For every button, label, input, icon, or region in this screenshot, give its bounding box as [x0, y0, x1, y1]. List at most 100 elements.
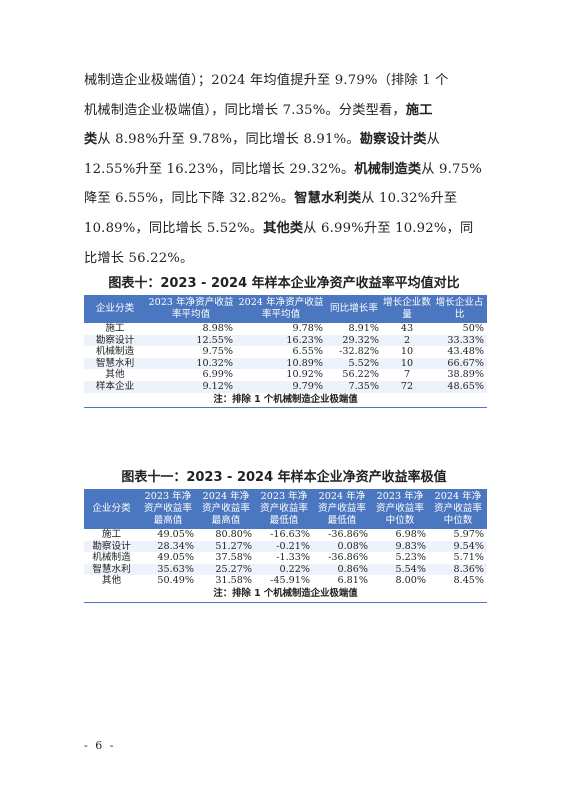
table-row: 其他 50.49% 31.58% -45.91% 6.81% 8.00% 8.45% — [84, 575, 487, 587]
table2-extreme-roe: 企业分类 2023 年净资产收益率最高值 2024 年净资产收益率最高值 2023 年… — [84, 489, 487, 603]
value-cell: 28.34% — [139, 540, 197, 553]
bold-term: 智慧水利类 — [294, 191, 362, 207]
page-number: - 6 - — [84, 739, 116, 752]
column-header: 增长企业数量 — [382, 295, 432, 323]
value-cell: 0.08% — [313, 540, 371, 553]
table-row: 勘察设计 12.55% 16.23% 29.32% 2 33.33% — [84, 334, 487, 347]
value-cell: 5.54% — [371, 563, 429, 576]
value-cell: 38.89% — [432, 369, 487, 381]
value-cell: 35.63% — [139, 563, 197, 576]
value-cell: 80.80% — [197, 529, 255, 541]
value-cell: -36.86% — [313, 552, 371, 564]
value-cell: 6.55% — [236, 346, 326, 358]
table-note-row: 注：排除 1 个机械制造企业极端值 — [84, 392, 487, 409]
column-header: 2023 年净资产收益率平均值 — [146, 295, 236, 323]
value-cell: 8.98% — [146, 323, 236, 335]
value-cell: 51.27% — [197, 540, 255, 553]
category-cell: 施工 — [84, 529, 139, 541]
value-cell: 31.58% — [197, 575, 255, 587]
category-cell: 智慧水利 — [84, 357, 146, 370]
table-row: 智慧水利 10.32% 10.89% 5.52% 10 66.67% — [84, 357, 487, 370]
table-row: 智慧水利 35.63% 25.27% 0.22% 0.86% 5.54% 8.36% — [84, 563, 487, 576]
column-header: 2024 年净资产收益率最低值 — [313, 489, 371, 529]
value-cell: 0.86% — [313, 563, 371, 576]
value-cell: 2 — [382, 334, 432, 347]
value-cell: -32.82% — [326, 346, 382, 358]
column-header: 企业分类 — [84, 489, 139, 529]
value-cell: 9.79% — [236, 380, 326, 393]
value-cell: 33.33% — [432, 334, 487, 347]
paragraph-line: 比增长 56.22%。 — [84, 250, 194, 266]
column-header: 同比增长率 — [326, 295, 382, 323]
value-cell: 12.55% — [146, 334, 236, 347]
value-cell: 7 — [382, 369, 432, 381]
value-cell: -1.33% — [255, 552, 313, 564]
paragraph-line: 降至 6.55%，同比下降 32.82%。智慧水利类从 10.32%升至 — [84, 191, 458, 207]
value-cell: 10 — [382, 357, 432, 370]
value-cell: 56.22% — [326, 369, 382, 381]
value-cell: 10.89% — [236, 357, 326, 370]
column-header: 2023 年净资产收益率最低值 — [255, 489, 313, 529]
table-row: 机械制造 9.75% 6.55% -32.82% 10 43.48% — [84, 346, 487, 358]
value-cell: 48.65% — [432, 380, 487, 393]
table-row: 施工 49.05% 80.80% -16.63% -36.86% 6.98% 5.97% — [84, 529, 487, 541]
value-cell: 6.99% — [146, 369, 236, 381]
value-cell: -16.63% — [255, 529, 313, 541]
value-cell: -0.21% — [255, 540, 313, 553]
table-row: 施工 8.98% 9.78% 8.91% 43 50% — [84, 323, 487, 335]
bold-term: 勘察设计类 — [359, 132, 427, 148]
table-note: 注：排除 1 个机械制造企业极端值 — [84, 586, 487, 603]
category-cell: 其他 — [84, 369, 146, 381]
table1-header-row: 企业分类 2023 年净资产收益率平均值 2024 年净资产收益率平均值 同比增长率增… — [84, 295, 487, 323]
value-cell: 50.49% — [139, 575, 197, 587]
table1-caption: 图表十：2023 - 2024 年样本企业净资产收益率平均值对比 — [108, 276, 460, 291]
value-cell: 9.12% — [146, 380, 236, 393]
value-cell: 43.48% — [432, 346, 487, 358]
value-cell: 5.23% — [371, 552, 429, 564]
value-cell: -36.86% — [313, 529, 371, 541]
paragraph-line: 类从 8.98%升至 9.78%，同比增长 8.91%。勘察设计类从 — [84, 132, 441, 148]
table-row: 其他 6.99% 10.92% 56.22% 7 38.89% — [84, 369, 487, 381]
value-cell: 49.05% — [139, 529, 197, 541]
table2-caption: 图表十一：2023 - 2024 年样本企业净资产收益率极值 — [121, 470, 447, 485]
value-cell: 50% — [432, 323, 487, 335]
value-cell: 10 — [382, 346, 432, 358]
value-cell: 5.52% — [326, 357, 382, 370]
value-cell: 29.32% — [326, 334, 382, 347]
table-row: 勘察设计 28.34% 51.27% -0.21% 0.08% 9.83% 9.54% — [84, 540, 487, 553]
value-cell: 8.45% — [429, 575, 487, 587]
column-header: 2024 年净资产收益率平均值 — [236, 295, 326, 323]
value-cell: 6.98% — [371, 529, 429, 541]
value-cell: 8.00% — [371, 575, 429, 587]
table-note: 注：排除 1 个机械制造企业极端值 — [84, 392, 487, 409]
value-cell: 43 — [382, 323, 432, 335]
category-cell: 勘察设计 — [84, 540, 139, 553]
column-header: 增长企业占比 — [432, 295, 487, 323]
value-cell: 10.92% — [236, 369, 326, 381]
column-header: 2023 年净资产收益率最高值 — [139, 489, 197, 529]
category-cell: 勘察设计 — [84, 334, 146, 347]
value-cell: 16.23% — [236, 334, 326, 347]
value-cell: 0.22% — [255, 563, 313, 576]
bold-term: 机械制造类 — [354, 161, 422, 177]
paragraph-line: 械制造企业极端值）；2024 年均值提升至 9.79%（排除 1 个 — [84, 73, 449, 88]
category-cell: 其他 — [84, 575, 139, 587]
paragraph-line: 12.55%升至 16.23%，同比增长 29.32%。机械制造类从 9.75% — [84, 161, 482, 177]
table-row: 机械制造 49.05% 37.58% -1.33% -36.86% 5.23% 5.71% — [84, 552, 487, 564]
value-cell: 49.05% — [139, 552, 197, 564]
body-paragraph: 械制造企业极端值）；2024 年均值提升至 9.79%（排除 1 个 机械制造企… — [84, 66, 484, 273]
value-cell: 5.97% — [429, 529, 487, 541]
table1-average-roe: 企业分类 2023 年净资产收益率平均值 2024 年净资产收益率平均值 同比增长率增… — [84, 295, 487, 409]
value-cell: 10.32% — [146, 357, 236, 370]
category-cell: 样本企业 — [84, 380, 146, 393]
category-cell: 机械制造 — [84, 346, 146, 358]
bold-term: 其他类 — [263, 220, 304, 236]
table-row: 样本企业 9.12% 9.79% 7.35% 72 48.65% — [84, 380, 487, 393]
value-cell: 6.81% — [313, 575, 371, 587]
value-cell: 37.58% — [197, 552, 255, 564]
table-note-row: 注：排除 1 个机械制造企业极端值 — [84, 586, 487, 603]
value-cell: 72 — [382, 380, 432, 393]
column-header: 企业分类 — [84, 295, 146, 323]
value-cell: 7.35% — [326, 380, 382, 393]
bold-term: 施工 — [405, 102, 433, 118]
